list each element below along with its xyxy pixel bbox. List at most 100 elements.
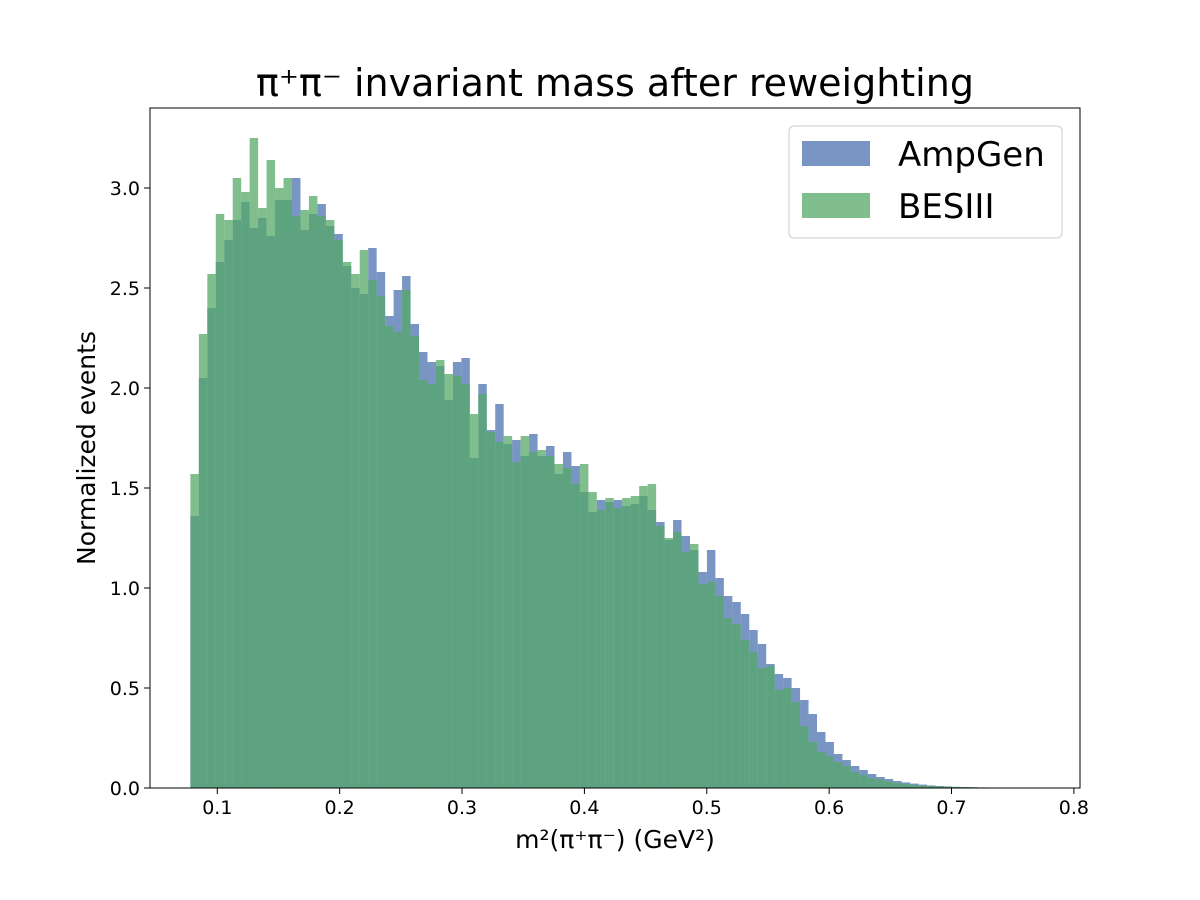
bar-besiii — [723, 618, 733, 788]
bar-besiii — [385, 326, 394, 788]
bar-besiii — [596, 510, 606, 788]
bar-besiii — [876, 779, 885, 788]
bar-besiii — [944, 786, 953, 788]
bar-besiii — [537, 450, 547, 788]
bar-besiii — [198, 334, 208, 788]
bar-besiii — [774, 690, 784, 788]
legend-label-ampgen: AmpGen — [898, 135, 1045, 175]
plot-frame — [149, 107, 1081, 789]
bar-besiii — [622, 498, 631, 788]
bar-besiii — [410, 336, 420, 788]
legend-swatch-ampgen — [802, 141, 870, 166]
bar-besiii — [435, 360, 445, 788]
bar-besiii — [766, 666, 775, 788]
bars-layer — [190, 138, 1038, 788]
chart-title: π⁺π⁻ invariant mass after reweighting — [256, 61, 974, 105]
bar-besiii — [562, 468, 572, 788]
bar-besiii — [740, 640, 750, 788]
series-besiii — [190, 138, 1038, 788]
bar-besiii — [664, 538, 674, 788]
bar-besiii — [444, 374, 453, 788]
bar-besiii — [393, 332, 403, 788]
bar-besiii — [232, 178, 242, 788]
bar-besiii — [554, 464, 563, 788]
bar-besiii — [529, 452, 538, 788]
bar-besiii — [910, 784, 919, 788]
bar-besiii — [258, 208, 267, 788]
bar-besiii — [859, 775, 868, 788]
bar-besiii — [817, 752, 826, 788]
bar-besiii — [520, 436, 530, 788]
x-tick-label: 0.1 — [202, 797, 232, 819]
bar-besiii — [901, 784, 911, 788]
y-axis-ticks: 0.0 0.5 1.0 1.5 2.0 2.5 3.0 — [110, 178, 150, 800]
bar-besiii — [698, 584, 707, 788]
bar-besiii — [546, 456, 555, 788]
bar-besiii — [224, 220, 233, 788]
y-tick-label: 0.5 — [110, 678, 140, 700]
bar-besiii — [927, 786, 936, 788]
bar-besiii — [689, 544, 699, 788]
bar-besiii — [452, 376, 462, 788]
bar-besiii — [359, 250, 369, 788]
y-axis-label: Normalized events — [72, 331, 101, 565]
bar-besiii — [757, 668, 767, 788]
y-tick-label: 0.0 — [110, 778, 140, 800]
bar-besiii — [833, 762, 843, 788]
bar-besiii — [190, 474, 199, 788]
bar-besiii — [571, 484, 580, 788]
x-tick-label: 0.4 — [569, 797, 599, 819]
bar-besiii — [647, 484, 657, 788]
bar-besiii — [706, 582, 716, 788]
bar-besiii — [300, 210, 309, 788]
x-tick-label: 0.7 — [936, 797, 966, 819]
bar-besiii — [825, 756, 834, 788]
bar-besiii — [918, 785, 928, 788]
x-tick-label: 0.5 — [692, 797, 722, 819]
x-axis-label: m²(π⁺π⁻) (GeV²) — [515, 825, 715, 854]
bar-besiii — [469, 414, 479, 788]
bar-besiii — [884, 781, 894, 788]
legend: AmpGen BESIII — [788, 125, 1063, 239]
bar-besiii — [673, 532, 682, 788]
y-tick-label: 2.0 — [110, 378, 140, 400]
bar-besiii — [419, 380, 428, 788]
bar-besiii — [867, 778, 877, 788]
y-tick-label: 3.0 — [110, 178, 140, 200]
bar-besiii — [325, 220, 335, 788]
x-tick-label: 0.8 — [1059, 797, 1089, 819]
bar-besiii — [791, 702, 801, 788]
bar-besiii — [783, 688, 792, 788]
bar-besiii — [715, 596, 724, 788]
bar-besiii — [266, 160, 276, 788]
bar-besiii — [486, 432, 496, 788]
bar-besiii — [215, 214, 225, 788]
bar-besiii — [850, 772, 860, 788]
bar-besiii — [630, 496, 640, 788]
bar-besiii — [478, 394, 487, 788]
bar-besiii — [275, 188, 284, 788]
bar-besiii — [351, 274, 360, 788]
bar-besiii — [605, 498, 614, 788]
bar-besiii — [427, 384, 436, 788]
y-tick-label: 2.5 — [110, 278, 140, 300]
bar-besiii — [681, 552, 690, 788]
bar-besiii — [368, 280, 377, 788]
bar-besiii — [749, 652, 758, 788]
bar-besiii — [241, 192, 250, 788]
bar-besiii — [461, 384, 470, 788]
x-tick-label: 0.2 — [325, 797, 355, 819]
bar-besiii — [291, 216, 301, 788]
bar-besiii — [317, 216, 326, 788]
x-axis-ticks: 0.1 0.2 0.3 0.4 0.5 0.6 0.7 0.8 — [202, 788, 1089, 819]
bar-besiii — [512, 462, 521, 788]
legend-swatch-besiii — [802, 193, 870, 218]
bar-besiii — [207, 274, 216, 788]
bar-besiii — [579, 464, 589, 788]
bar-besiii — [283, 178, 292, 788]
y-tick-label: 1.0 — [110, 578, 140, 600]
bar-besiii — [613, 508, 623, 788]
bar-besiii — [893, 782, 902, 788]
legend-label-besiii: BESIII — [898, 187, 994, 227]
